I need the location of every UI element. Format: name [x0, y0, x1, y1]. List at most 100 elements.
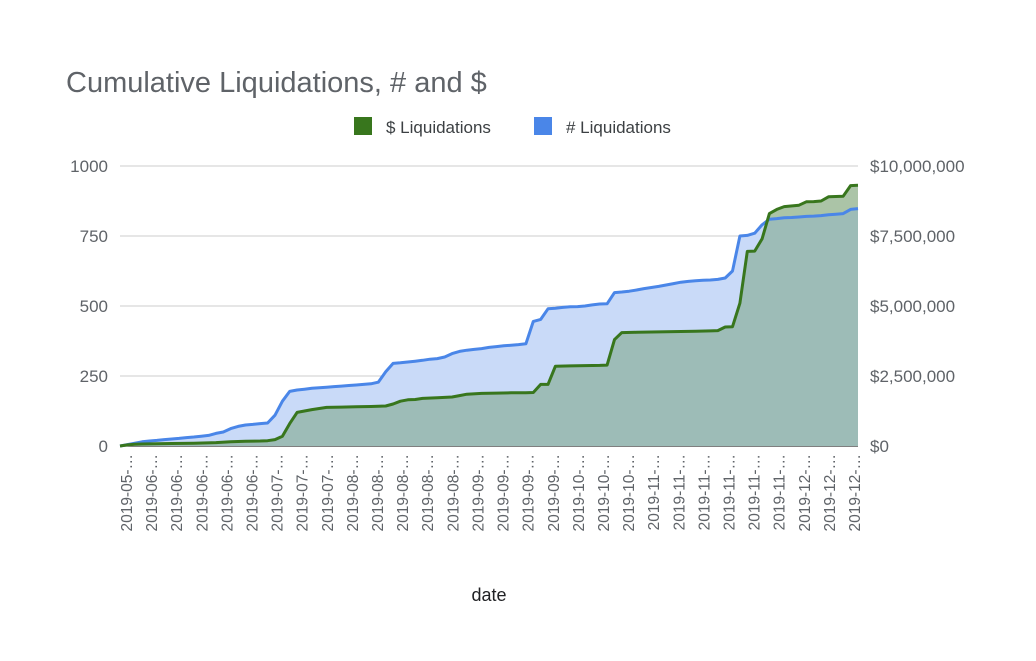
plot-lines	[119, 183, 859, 448]
count-liquidations-point	[820, 214, 822, 216]
count-liquidations-point	[473, 348, 475, 350]
dollar-liquidations-point	[635, 331, 637, 333]
dollar-liquidations-point	[141, 443, 143, 445]
count-liquidations-point	[849, 208, 851, 210]
count-liquidations-point	[635, 289, 637, 291]
count-liquidations-point	[200, 435, 202, 437]
x-tick-label: 2019-10-…	[621, 454, 638, 532]
x-tick-label: 2019-08-…	[395, 454, 412, 532]
count-liquidations-point	[776, 217, 778, 219]
count-liquidations-point	[495, 345, 497, 347]
count-liquidations-point	[724, 277, 726, 279]
count-liquidations-point	[458, 350, 460, 352]
y-left-tick-label: 750	[80, 227, 108, 246]
count-liquidations-point	[414, 360, 416, 362]
x-tick-label: 2019-07-…	[270, 454, 287, 532]
count-liquidations-point	[650, 286, 652, 288]
dollar-liquidations-point	[421, 397, 423, 399]
dollar-liquidations-point	[458, 394, 460, 396]
dollar-liquidations-point	[569, 365, 571, 367]
dollar-liquidations-point	[377, 405, 379, 407]
dollar-liquidations-point	[170, 442, 172, 444]
x-tick-label: 2019-08-…	[345, 454, 362, 532]
count-liquidations-point	[193, 436, 195, 438]
x-tick-label: 2019-06-…	[245, 454, 262, 532]
y-left-tick-label: 500	[80, 297, 108, 316]
dollar-liquidations-point	[717, 329, 719, 331]
dollar-liquidations-point	[384, 405, 386, 407]
plot-areas	[120, 185, 858, 447]
count-liquidations-point	[252, 423, 254, 425]
count-liquidations-point	[761, 224, 763, 226]
x-tick-label: 2019-07-…	[320, 454, 337, 532]
count-liquidations-point	[731, 270, 733, 272]
count-liquidations-point	[170, 438, 172, 440]
count-liquidations-point	[333, 385, 335, 387]
x-tick-label: 2019-11-…	[646, 454, 663, 530]
count-liquidations-point	[444, 356, 446, 358]
count-liquidations-point	[842, 212, 844, 214]
dollar-liquidations-point	[805, 201, 807, 203]
count-liquidations-point	[207, 434, 209, 436]
dollar-liquidations-point	[554, 365, 556, 367]
count-liquidations-point	[694, 280, 696, 282]
count-liquidations-point	[835, 213, 837, 215]
y-right-tick-label: $2,500,000	[870, 367, 955, 386]
x-tick-label: 2019-05-…	[119, 454, 136, 532]
count-liquidations-point	[215, 432, 217, 434]
y-right-tick-label: $5,000,000	[870, 297, 955, 316]
count-liquidations-point	[421, 359, 423, 361]
dollar-liquidations-point	[739, 302, 741, 304]
count-liquidations-point	[134, 442, 136, 444]
dollar-liquidations-point	[281, 435, 283, 437]
count-liquidations-point	[318, 387, 320, 389]
count-liquidations-point	[790, 216, 792, 218]
dollar-liquidations-point	[466, 393, 468, 395]
x-tick-label: 2019-10-…	[596, 454, 613, 532]
x-tick-label: 2019-08-…	[420, 454, 437, 532]
axes: 0 250 500 750 1000 $0 $2,500,000 $5,000,000 $7,5…	[70, 157, 964, 532]
count-liquidations-point	[399, 362, 401, 364]
count-liquidations-point	[266, 422, 268, 424]
count-liquidations-point	[466, 349, 468, 351]
legend-swatch-count-liquidations	[534, 117, 552, 135]
count-liquidations-point	[680, 281, 682, 283]
chart-title: Cumulative Liquidations, # and $	[66, 67, 487, 99]
count-liquidations-point	[325, 386, 327, 388]
x-tick-label: 2019-11-…	[772, 454, 789, 530]
count-liquidations-point	[628, 290, 630, 292]
count-liquidations-point	[281, 400, 283, 402]
count-liquidations-point	[451, 352, 453, 354]
dollar-liquidations-line	[119, 183, 859, 448]
count-liquidations-point	[768, 218, 770, 220]
count-liquidations-point	[429, 358, 431, 360]
dollar-liquidations-point	[539, 383, 541, 385]
dollar-liquidations-point	[731, 326, 733, 328]
x-tick-label: 2019-08-…	[370, 454, 387, 532]
count-liquidations-point	[244, 424, 246, 426]
x-tick-label: 2019-09-…	[470, 454, 487, 532]
count-liquidations-point	[362, 383, 364, 385]
dollar-liquidations-point	[761, 238, 763, 240]
count-liquidations-point	[658, 285, 660, 287]
count-liquidations-point	[222, 431, 224, 433]
count-liquidations-point	[237, 425, 239, 427]
y-right-tick-label: $10,000,000	[870, 157, 965, 176]
count-liquidations-point	[569, 306, 571, 308]
count-liquidations-point	[503, 345, 505, 347]
dollar-liquidations-point	[768, 212, 770, 214]
x-tick-label: 2019-09-…	[521, 454, 538, 532]
count-liquidations-point	[554, 307, 556, 309]
count-liquidations-point	[621, 291, 623, 293]
count-liquidations-point	[672, 282, 674, 284]
count-liquidations-point	[163, 438, 165, 440]
dollar-liquidations-point	[215, 441, 217, 443]
dollar-liquidations-point	[584, 364, 586, 366]
dollar-liquidations-point	[510, 392, 512, 394]
count-liquidations-point	[289, 390, 291, 392]
dollar-liquidations-point	[849, 184, 851, 186]
count-liquidations-line	[119, 207, 859, 448]
count-liquidations-point	[805, 215, 807, 217]
count-liquidations-point	[599, 303, 601, 305]
count-liquidations-point	[687, 280, 689, 282]
